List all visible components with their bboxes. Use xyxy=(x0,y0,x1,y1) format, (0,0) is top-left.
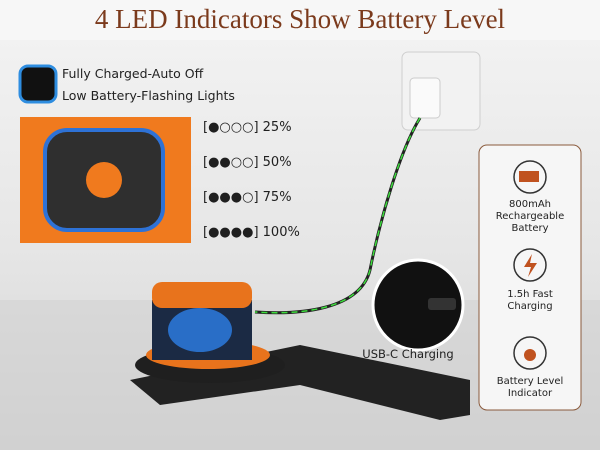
level: [●●●○] 75% xyxy=(203,190,292,205)
title-band xyxy=(0,0,600,40)
charger xyxy=(409,77,441,119)
battery-icon xyxy=(513,160,547,194)
feature: 1.5h Fast Charging xyxy=(507,289,553,312)
charge-icon xyxy=(513,248,547,282)
bolt xyxy=(524,254,537,277)
device-cap xyxy=(152,282,252,308)
usb-plug xyxy=(428,298,456,310)
feature: Battery Level Indicator xyxy=(496,376,564,399)
battery-glyph xyxy=(519,171,539,182)
led-icon xyxy=(18,64,58,104)
battery-glow xyxy=(168,308,232,352)
level: [●○○○] 25% xyxy=(203,120,292,135)
legend-item: Fully Charged-Auto Off xyxy=(62,66,204,81)
title: 4 LED Indicators Show Battery Level xyxy=(94,4,506,34)
cable-glow xyxy=(254,117,421,314)
feature-card xyxy=(478,144,582,411)
legend-item: Low Battery-Flashing Lights xyxy=(62,88,235,103)
level: [●●●●] 100% xyxy=(203,225,300,240)
port-label: USB-C Charging xyxy=(362,347,454,361)
usb-zoom xyxy=(371,258,465,352)
device-button xyxy=(86,162,122,198)
indicator-icon xyxy=(513,336,547,370)
feature: 800mAh Rechargeable Battery xyxy=(495,199,565,234)
bulb xyxy=(524,349,536,361)
level: [●●○○] 50% xyxy=(203,155,292,170)
